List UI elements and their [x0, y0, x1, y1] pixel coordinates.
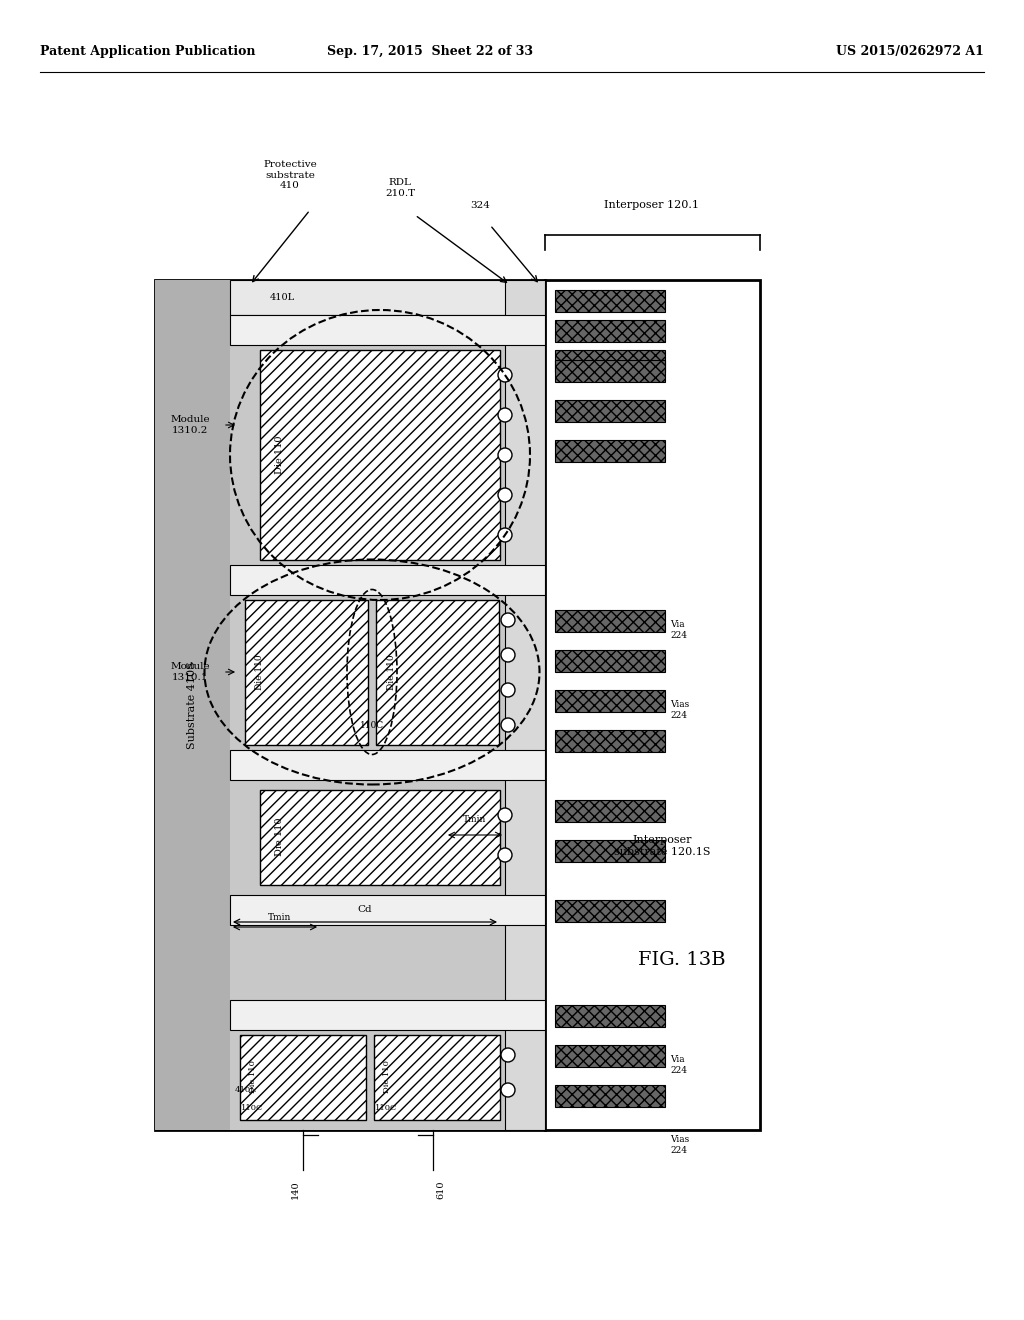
Circle shape: [501, 682, 515, 697]
Text: Die 110: Die 110: [249, 1060, 257, 1093]
Bar: [555, 400, 665, 422]
Bar: [230, 280, 545, 1130]
Bar: [230, 895, 545, 925]
Bar: [555, 649, 665, 672]
Text: RDL
210.T: RDL 210.T: [385, 178, 415, 198]
Bar: [230, 565, 545, 595]
Bar: [230, 315, 545, 345]
Bar: [555, 440, 665, 462]
Text: Substrate 410S: Substrate 410S: [187, 661, 197, 748]
Bar: [505, 280, 545, 1130]
Text: US 2015/0262972 A1: US 2015/0262972 A1: [837, 45, 984, 58]
Bar: [555, 800, 665, 822]
Text: 110C: 110C: [360, 721, 384, 730]
Bar: [230, 1001, 545, 1030]
Text: 324: 324: [470, 201, 489, 210]
Bar: [555, 840, 665, 862]
Text: Protective
substrate
410: Protective substrate 410: [263, 160, 316, 190]
Text: Vias
224: Vias 224: [670, 1135, 689, 1155]
Bar: [374, 1035, 500, 1119]
Text: 410L: 410L: [270, 293, 295, 302]
Bar: [555, 350, 665, 372]
Bar: [555, 360, 665, 381]
Circle shape: [498, 488, 512, 502]
Bar: [230, 280, 545, 315]
Bar: [555, 730, 665, 752]
Circle shape: [498, 808, 512, 822]
Text: 140: 140: [291, 1180, 299, 1200]
Text: 110C: 110C: [241, 1104, 263, 1111]
Bar: [376, 601, 499, 744]
Bar: [555, 1045, 665, 1067]
Text: Die 110: Die 110: [256, 655, 264, 690]
Text: Interposer
substrate 120.1S: Interposer substrate 120.1S: [613, 836, 711, 857]
Bar: [260, 350, 500, 560]
Circle shape: [498, 447, 512, 462]
Text: 610: 610: [436, 1181, 445, 1200]
Bar: [245, 601, 368, 744]
Bar: [555, 610, 665, 632]
Text: Cd: Cd: [357, 906, 373, 915]
Bar: [555, 319, 665, 342]
Text: Sep. 17, 2015  Sheet 22 of 33: Sep. 17, 2015 Sheet 22 of 33: [327, 45, 534, 58]
Bar: [155, 280, 545, 1130]
Text: Via
224: Via 224: [670, 1055, 687, 1074]
Bar: [555, 1085, 665, 1107]
Text: Tmin: Tmin: [463, 816, 486, 825]
Text: Die 110: Die 110: [386, 655, 395, 690]
Text: Module
1310.2: Module 1310.2: [170, 416, 210, 434]
Text: Vias
224: Vias 224: [670, 701, 689, 719]
Text: Die 110: Die 110: [275, 818, 285, 857]
Text: 110C: 110C: [375, 1104, 397, 1111]
Text: Module
1310.1: Module 1310.1: [170, 663, 210, 681]
Text: Die 110: Die 110: [275, 436, 285, 474]
Text: Patent Application Publication: Patent Application Publication: [40, 45, 256, 58]
Circle shape: [501, 648, 515, 663]
Text: 410L: 410L: [234, 1086, 257, 1094]
Text: Interposer 120.1: Interposer 120.1: [604, 201, 699, 210]
Bar: [260, 789, 500, 884]
Bar: [240, 1035, 366, 1119]
Circle shape: [498, 847, 512, 862]
Circle shape: [498, 528, 512, 543]
Text: FIG. 13B: FIG. 13B: [638, 950, 726, 969]
Circle shape: [501, 1082, 515, 1097]
Text: Die 110: Die 110: [383, 1060, 391, 1093]
Bar: [555, 690, 665, 711]
Bar: [230, 750, 545, 780]
Circle shape: [501, 612, 515, 627]
Circle shape: [498, 368, 512, 381]
Circle shape: [501, 1048, 515, 1063]
Bar: [555, 290, 665, 312]
Circle shape: [501, 718, 515, 733]
Bar: [545, 280, 760, 1130]
Text: Tmin: Tmin: [268, 912, 292, 921]
Text: Via
224: Via 224: [670, 620, 687, 640]
Bar: [155, 280, 230, 1130]
Bar: [555, 900, 665, 921]
Bar: [555, 1005, 665, 1027]
Circle shape: [498, 408, 512, 422]
